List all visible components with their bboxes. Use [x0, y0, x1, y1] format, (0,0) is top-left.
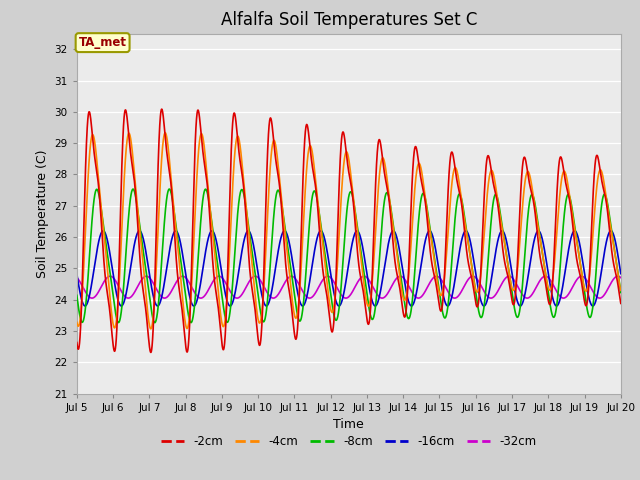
-32cm	[324, 273, 332, 279]
-16cm	[390, 228, 397, 234]
Line: -16cm: -16cm	[77, 231, 621, 306]
-4cm	[412, 178, 419, 184]
-32cm	[566, 290, 573, 296]
-8cm	[412, 258, 419, 264]
-2cm	[412, 144, 419, 149]
-4cm	[617, 288, 625, 293]
-16cm	[402, 287, 410, 292]
Line: -8cm: -8cm	[77, 189, 621, 323]
-4cm	[161, 130, 169, 136]
-4cm	[402, 295, 410, 300]
Line: -2cm: -2cm	[77, 109, 621, 352]
-16cm	[617, 271, 625, 276]
-8cm	[190, 310, 198, 316]
-16cm	[408, 303, 415, 309]
-2cm	[147, 349, 155, 355]
-32cm	[617, 275, 625, 280]
-32cm	[73, 275, 81, 280]
-32cm	[306, 295, 314, 301]
-32cm	[617, 275, 625, 280]
-8cm	[617, 289, 625, 295]
-8cm	[402, 309, 410, 314]
-8cm	[73, 292, 81, 298]
-16cm	[189, 303, 197, 309]
Line: -32cm: -32cm	[77, 276, 621, 298]
-8cm	[166, 186, 173, 192]
-2cm	[617, 300, 625, 306]
-16cm	[566, 242, 573, 248]
-16cm	[412, 294, 419, 300]
-8cm	[151, 320, 159, 325]
-16cm	[73, 271, 81, 276]
-2cm	[402, 309, 410, 314]
Y-axis label: Soil Temperature (C): Soil Temperature (C)	[36, 149, 49, 278]
Title: Alfalfa Soil Temperatures Set C: Alfalfa Soil Temperatures Set C	[221, 11, 477, 29]
-32cm	[189, 288, 197, 293]
-4cm	[566, 192, 573, 198]
-2cm	[566, 196, 573, 202]
-4cm	[225, 260, 233, 266]
-2cm	[73, 340, 81, 346]
-4cm	[147, 326, 155, 332]
X-axis label: Time: Time	[333, 418, 364, 431]
-2cm	[158, 106, 166, 112]
Legend: -2cm, -4cm, -8cm, -16cm, -32cm: -2cm, -4cm, -8cm, -16cm, -32cm	[156, 430, 541, 453]
Line: -4cm: -4cm	[77, 133, 621, 329]
-16cm	[225, 302, 232, 308]
-4cm	[617, 287, 625, 293]
-8cm	[566, 193, 573, 199]
-32cm	[225, 286, 232, 291]
-2cm	[190, 187, 198, 193]
-8cm	[225, 315, 233, 321]
-4cm	[190, 241, 198, 247]
Text: TA_met: TA_met	[79, 36, 127, 49]
-2cm	[617, 300, 625, 305]
-32cm	[412, 294, 419, 300]
-32cm	[402, 278, 410, 284]
-8cm	[617, 288, 625, 294]
-4cm	[73, 320, 81, 325]
-16cm	[617, 270, 625, 276]
-2cm	[225, 220, 233, 226]
